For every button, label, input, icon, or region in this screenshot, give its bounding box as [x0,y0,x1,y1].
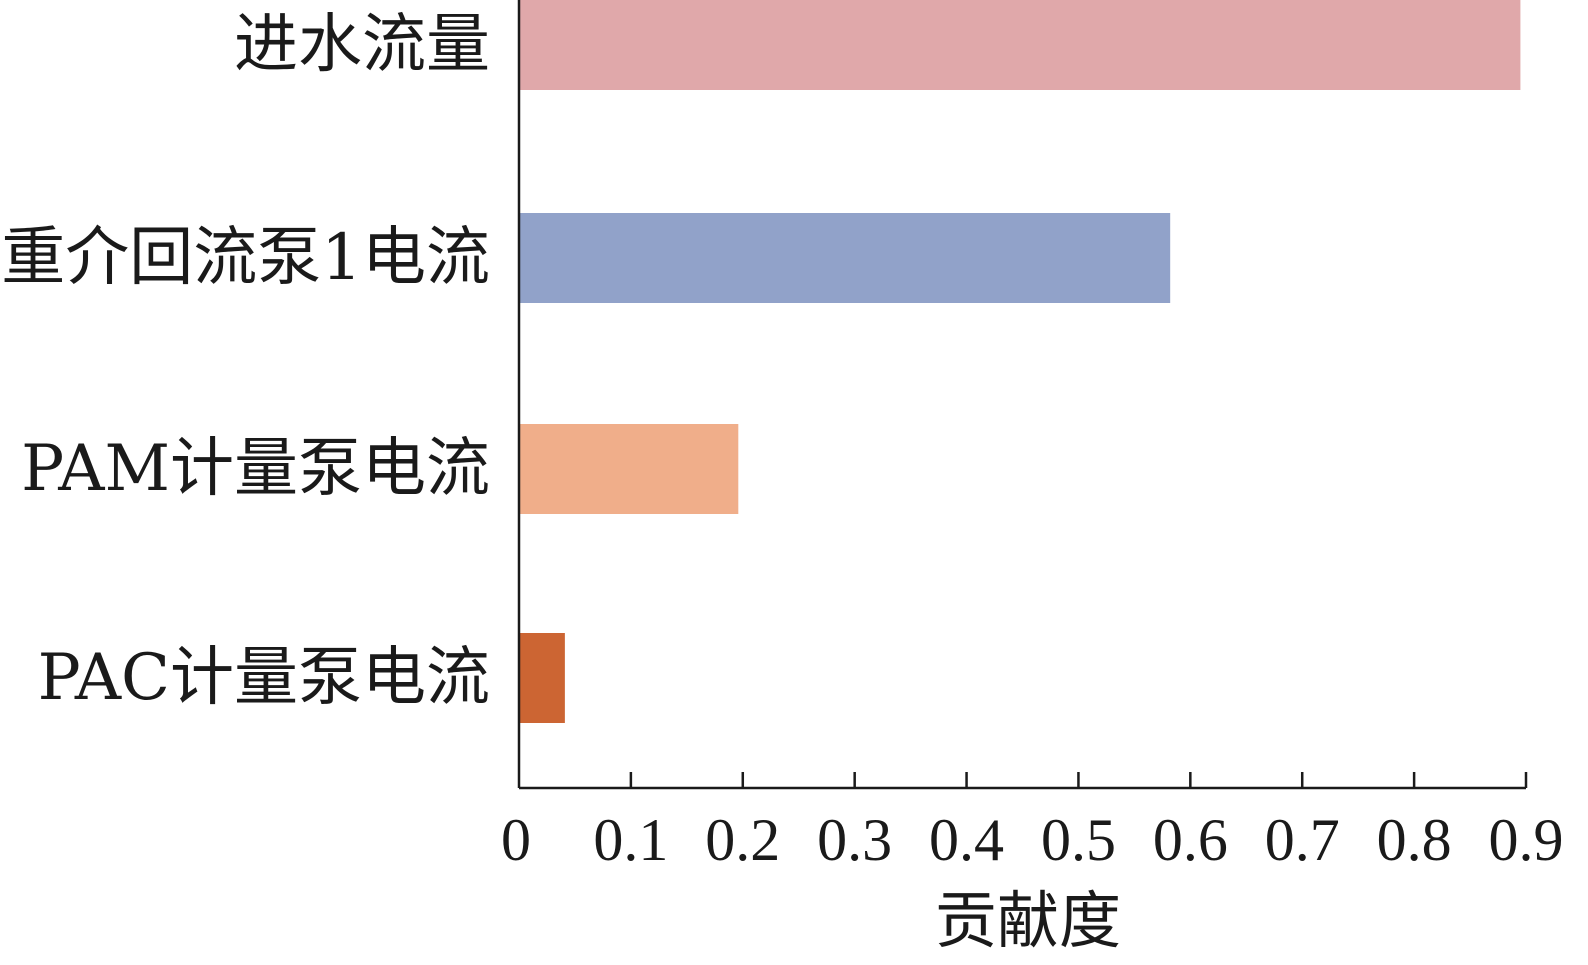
bar-0 [519,0,1521,90]
bars-group [519,0,1521,723]
x-axis-ticks [629,772,1528,788]
category-label-1: 重介回流泵1电流 [1,221,490,295]
x-tick-label-2: 0.2 [705,807,780,873]
bar-3 [519,633,565,723]
bar-1 [519,213,1171,303]
bar-2 [519,424,739,514]
category-label-0: 进水流量 [234,8,490,82]
x-tick-label-0: 0 [501,807,531,873]
x-tick-label-1: 0.1 [593,807,668,873]
category-label-3: PAC计量泵电流 [38,641,490,715]
x-tick-label-8: 0.8 [1377,807,1452,873]
x-tick-label-4: 0.4 [929,807,1004,873]
x-tick-label-9: 0.9 [1489,807,1564,873]
x-axis-tick-labels: 0 0.1 0.2 0.3 0.4 0.5 0.6 0.7 0.8 0.9 [501,807,1564,873]
x-tick-label-5: 0.5 [1041,807,1116,873]
x-tick-label-6: 0.6 [1153,807,1228,873]
x-axis-title: 贡献度 [935,884,1121,957]
category-label-2: PAM计量泵电流 [21,432,490,506]
x-tick-label-3: 0.3 [817,807,892,873]
x-tick-label-7: 0.7 [1265,807,1340,873]
